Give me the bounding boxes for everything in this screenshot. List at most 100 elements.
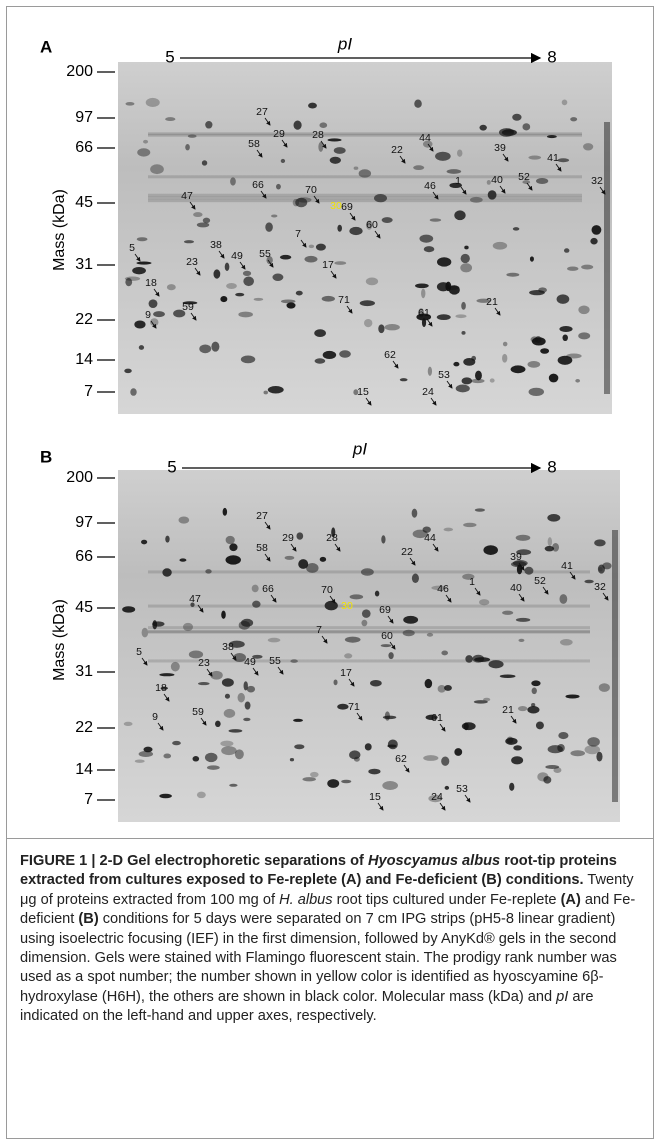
spot-label: 62 (395, 753, 407, 765)
spot-arrow (365, 397, 372, 406)
gel-spot (349, 594, 364, 600)
gel-spot (225, 535, 235, 545)
spot-label: 24 (422, 386, 434, 398)
gel-spot (443, 527, 454, 532)
gel-spot (205, 569, 212, 574)
mass-tick-label: 7 (84, 383, 93, 400)
mass-tick-label: 22 (75, 719, 93, 736)
gel-spot (331, 527, 336, 538)
gel-spot (125, 101, 135, 106)
gel-spot (421, 288, 426, 299)
gel-spot (220, 295, 228, 303)
gel-spot (570, 750, 586, 757)
gel-spot (152, 621, 165, 627)
gel-spot (578, 332, 591, 340)
spot-label: 15 (369, 791, 381, 803)
pi-end: 8 (547, 457, 556, 476)
gel-spot (441, 756, 450, 766)
gel-spot (319, 556, 327, 562)
gel-spot (475, 370, 482, 381)
gel-streak (148, 132, 582, 136)
gel-spot (143, 139, 149, 144)
gel-spot (141, 539, 148, 545)
spot-label: 27 (256, 510, 268, 522)
gel-spot (319, 122, 328, 128)
spot-label: 52 (534, 575, 546, 587)
spot-label: 71 (348, 701, 360, 713)
spot-arrow (432, 543, 439, 552)
spot-label: 9 (152, 711, 158, 723)
gel-streak (148, 629, 590, 633)
pi-end: 8 (547, 47, 556, 66)
mass-tick-label: 66 (75, 139, 93, 156)
gel-spot (556, 294, 570, 304)
gel-spot (486, 180, 491, 185)
gel-spot (378, 324, 385, 334)
spot-label: 70 (321, 584, 333, 596)
gel-spot (529, 290, 545, 296)
gel-spot (512, 227, 520, 231)
spot-arrow (542, 586, 549, 595)
gel-spot (302, 777, 316, 782)
spot-label: 5 (129, 242, 135, 254)
spot-label: 1 (469, 576, 475, 588)
spot-label: 55 (259, 248, 271, 260)
gel-spot (455, 314, 467, 319)
spot-arrow (427, 143, 434, 152)
gel-spot (512, 113, 522, 121)
gel-spot (499, 674, 516, 678)
gel-spot (489, 378, 495, 383)
gel-spot (560, 639, 573, 646)
spot-arrow (153, 288, 160, 297)
spot-arrow (230, 652, 237, 661)
gel-spot (540, 348, 550, 354)
gel-spot (228, 729, 243, 733)
pi-start: 5 (165, 47, 174, 66)
gel-spot (252, 654, 263, 659)
gel-spot (141, 627, 149, 638)
gel-spot (411, 508, 418, 518)
gel-spot (124, 276, 141, 281)
spot-label: 7 (316, 624, 322, 636)
spot-arrow (349, 212, 356, 221)
gel-spot (306, 563, 319, 573)
mass-tick-label: 7 (84, 791, 93, 808)
gel-spot (271, 214, 278, 218)
spot-arrow (432, 191, 439, 200)
gel-spot (224, 262, 230, 272)
spot-arrow (430, 397, 437, 406)
gel-spot (201, 160, 208, 166)
gel-spot (173, 309, 186, 318)
spot-label: 21 (486, 296, 498, 308)
gel-spot (165, 117, 176, 122)
gel-spot (531, 702, 536, 707)
gel-spot (138, 750, 154, 758)
spot-label: 7 (295, 228, 301, 240)
spot-arrow (290, 543, 297, 552)
gel-spot (292, 198, 300, 207)
spot-arrow (526, 182, 533, 191)
gel-spot (402, 629, 415, 637)
gel-spot (411, 573, 419, 584)
mass-tick-label: 97 (75, 514, 93, 531)
gel-spot (527, 360, 541, 368)
gel-spot (178, 516, 190, 524)
spot-label: 49 (244, 656, 256, 668)
spot-label: 28 (326, 532, 338, 544)
spot-arrow (602, 592, 609, 601)
gel-spot (418, 308, 425, 318)
gel-spot (441, 650, 449, 656)
gel-spot (241, 618, 254, 627)
gel-spot (462, 573, 475, 580)
gel-spot (522, 123, 531, 131)
spot-arrow (300, 239, 307, 248)
spot-arrow (510, 715, 517, 724)
gel-spot (381, 217, 393, 223)
gel-spot (185, 144, 190, 151)
gel-spot (596, 751, 603, 762)
spot-arrow (264, 521, 271, 530)
gel-spot (387, 739, 398, 750)
gel-spot (479, 124, 487, 131)
spot-label: 69 (341, 201, 353, 213)
gel-spot (284, 555, 295, 560)
